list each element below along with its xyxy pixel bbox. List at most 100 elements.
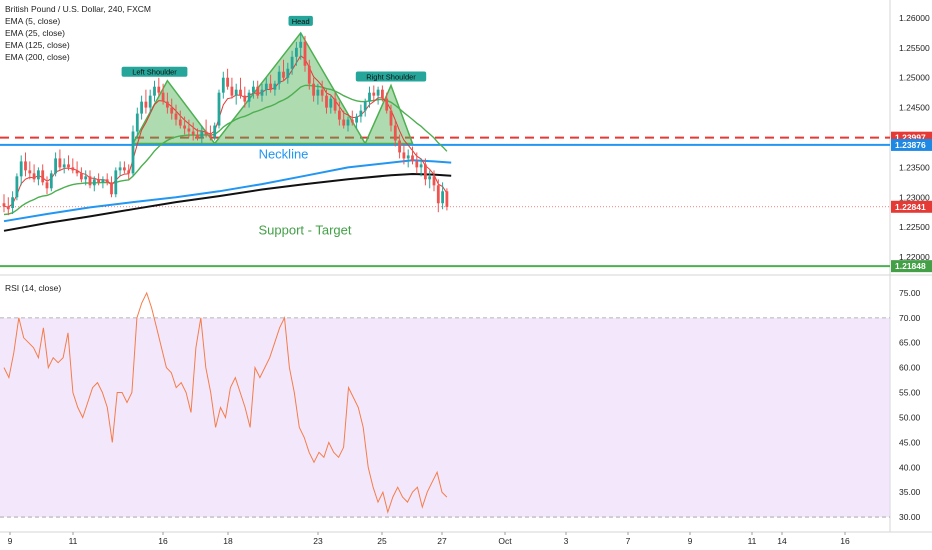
candle-body [252,86,255,93]
time-tick-label: 14 [777,536,787,546]
price-label-box [891,260,932,273]
candle-body [320,89,324,96]
rsi-tick-label: 75.00 [899,288,921,298]
price-tick-label: 1.25000 [899,73,930,83]
candle-body [144,101,148,108]
time-tick-label: 7 [626,536,631,546]
candle-body [67,164,70,168]
candle-body [118,167,122,171]
candle-body [92,179,96,186]
candle-body [187,128,191,132]
price-layer: Left Shoulder Head Right Shoulder Neckline S… [0,15,890,268]
time-tick-label: 16 [158,536,168,546]
legend-ema5: EMA (5, close) [5,16,60,26]
candle-body [303,41,307,66]
candle-body [105,179,109,183]
candle-body [389,110,393,126]
candle-body [174,113,178,120]
candle-body [37,170,40,180]
candle-body [19,161,23,177]
pattern-label-box [355,71,427,82]
rsi-tick-label: 65.00 [899,338,921,348]
time-tick-label: 11 [748,536,757,546]
symbol-title: British Pound / U.S. Dollar, 240, FXCM [5,4,151,14]
candle-body [97,179,100,183]
pattern-label-box [288,15,313,26]
candle-body [11,197,14,209]
candle-body [196,134,199,138]
candle-body [114,170,118,195]
price-label-box [891,138,932,151]
candle-body [286,68,290,78]
candle-body [221,77,225,93]
candle-body [290,56,294,69]
time-tick-label: 23 [313,536,323,546]
candle-body [273,83,277,90]
time-tick-label: Oct [498,536,512,546]
rsi-band [0,317,890,518]
candle-body [295,47,298,57]
candle-body [385,98,389,111]
legend-ema25: EMA (25, close) [5,28,65,38]
candle-body [316,89,320,96]
candle-body [234,89,238,96]
axis-layer: 1.260001.255001.250001.245001.240001.235… [8,13,932,546]
candle-body [350,119,354,123]
rsi-layer [0,291,890,518]
candle-body [49,173,53,189]
candle-body [191,131,195,135]
candle-body [45,182,49,189]
price-label-text: 1.22841 [895,202,926,212]
candle-body [432,176,436,186]
candle-body [247,92,251,102]
time-tick-label: 11 [69,536,78,546]
candle-body [178,119,182,126]
candle-body [346,119,350,126]
candle-body [368,92,371,102]
candle-body [338,110,341,120]
rsi-line [3,291,448,514]
candle-body [75,170,79,174]
candle-body [58,158,62,168]
support-target-label: Support - Target [259,222,352,237]
candle-body [135,113,139,132]
candle-body [28,170,32,174]
candle-body [170,107,174,114]
candle-body [325,95,328,108]
candle-body [282,71,285,78]
candle-body [183,125,186,129]
rsi-tick-label: 70.00 [899,313,921,323]
candle-body [32,173,36,180]
candle-body [204,131,208,135]
candle-body [123,167,126,171]
time-tick-label: 27 [437,536,447,546]
candle-body [54,158,57,174]
candle-body [153,86,156,96]
ema25-line [3,84,448,216]
price-tick-label: 1.25500 [899,43,930,53]
candle-body [62,164,66,168]
rsi-tick-label: 55.00 [899,388,921,398]
candle-body [436,185,440,204]
price-label-text: 1.23997 [895,133,926,143]
candle-body [71,167,75,171]
candle-body [441,191,444,204]
candle-body [333,98,337,111]
ema200-line [3,172,452,232]
candle-body [217,92,221,126]
candle-body [393,125,397,141]
rsi-tick-label: 50.00 [899,412,921,422]
candle-body [359,110,363,117]
candle-body [110,182,113,195]
price-pane[interactable] [0,0,890,272]
candle-body [307,65,311,84]
price-tick-label: 1.22500 [899,222,930,232]
candle-body [256,86,260,96]
price-tick-label: 1.24500 [899,103,930,113]
candle-body [363,101,367,111]
candle-body [406,155,410,159]
candle-body [428,176,432,180]
candle-body [101,179,105,183]
pattern-label-box [121,66,188,77]
